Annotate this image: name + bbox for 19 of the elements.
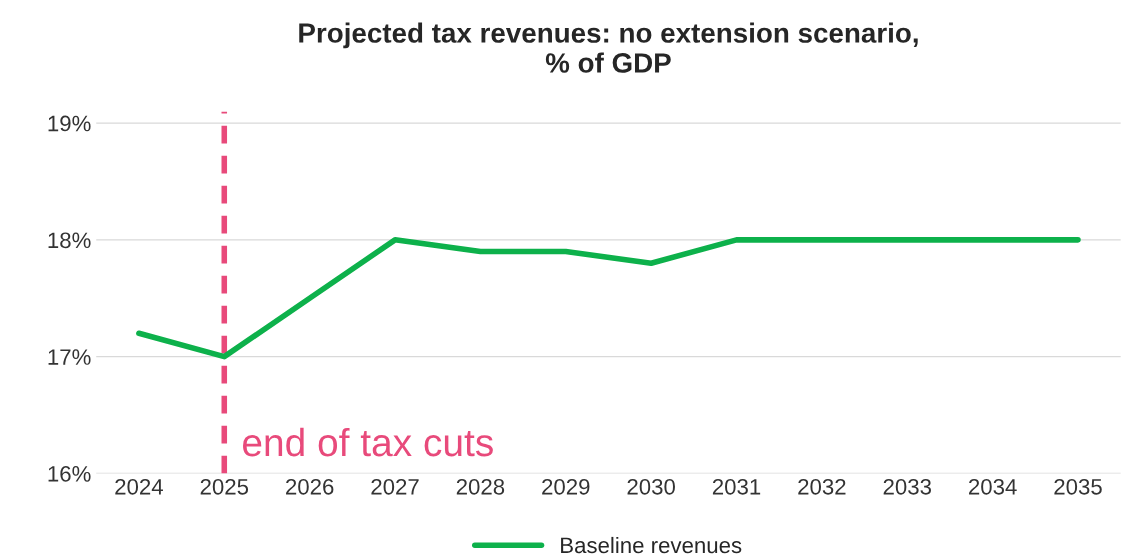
x-tick-label: 2033 [883,478,931,495]
chart-title: Projected tax revenues: no extension scenario, % of GDP [299,22,918,73]
y-tick-label: 16% [48,465,91,482]
x-tick-label: 2031 [712,478,761,495]
x-tick-label: 2035 [1054,478,1102,495]
x-tick-label: 2025 [200,478,249,495]
y-tick-label: 19% [48,115,91,132]
x-tick-label: 2027 [371,478,419,495]
y-tick-label: 18% [48,232,91,249]
y-tick-label: 17% [48,349,91,365]
x-tick-label: 2034 [969,478,1017,495]
ref-line-label: end of tax cuts [243,427,493,457]
x-tick-label: 2028 [456,478,505,495]
x-tick-label: 2026 [286,478,334,495]
x-tick-label: 2024 [115,478,163,495]
legend-label: Baseline revenues [561,536,742,554]
x-tick-label: 2032 [798,478,846,495]
x-tick-label: 2030 [627,478,675,495]
x-tick-label: 2029 [542,478,590,495]
